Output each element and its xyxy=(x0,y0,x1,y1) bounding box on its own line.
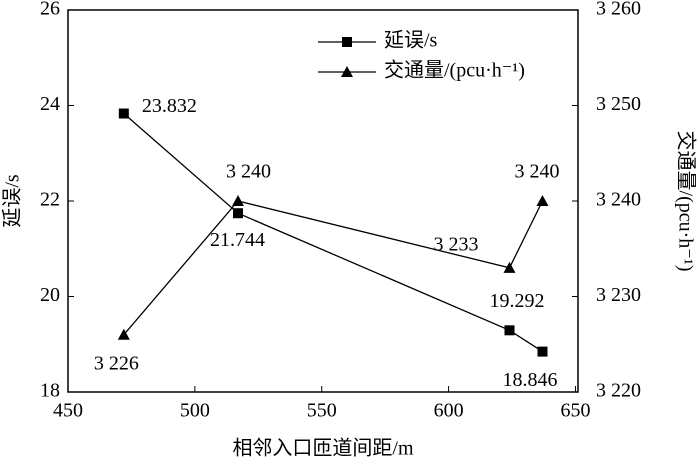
series-line xyxy=(123,200,544,336)
x-tick-label: 600 xyxy=(434,400,464,422)
marker xyxy=(118,108,129,119)
data-label: 3 233 xyxy=(433,233,478,255)
x-tick-label: 500 xyxy=(180,400,210,422)
x-tick-label: 550 xyxy=(307,400,337,422)
data-label: 3 240 xyxy=(514,161,559,183)
x-axis-title: 相邻入口匝道间距/m xyxy=(232,437,414,460)
legend-marker xyxy=(342,37,352,47)
data-label: 3 240 xyxy=(226,161,271,183)
legend-label: 交通量/(pcu·h⁻¹) xyxy=(384,59,525,82)
marker xyxy=(232,195,244,206)
marker xyxy=(117,328,130,340)
y2-tick-label: 3 240 xyxy=(596,189,641,211)
marker xyxy=(233,208,243,219)
x-tick-label: 450 xyxy=(53,400,83,422)
x-tick-label: 650 xyxy=(560,400,590,422)
series-line xyxy=(123,113,543,353)
data-label: 23.832 xyxy=(142,95,197,117)
data-label: 19.292 xyxy=(489,290,544,312)
marker xyxy=(536,195,549,206)
y2-tick-label: 3 220 xyxy=(596,380,641,402)
marker xyxy=(503,261,516,273)
y2-axis-title: 交通量/(pcu·h⁻¹) xyxy=(674,131,697,272)
y2-tick-label: 3 260 xyxy=(596,0,641,20)
y2-tick-label: 3 230 xyxy=(596,284,641,306)
y-tick-label: 24 xyxy=(40,93,60,115)
legend-label: 延误/s xyxy=(384,29,438,52)
marker xyxy=(504,325,515,336)
y-tick-label: 22 xyxy=(40,189,60,211)
data-label: 18.846 xyxy=(502,369,557,391)
y-axis-title: 延误/s xyxy=(1,174,24,228)
marker xyxy=(537,346,548,357)
y-tick-label: 26 xyxy=(40,0,60,20)
y2-tick-label: 3 250 xyxy=(596,93,641,115)
data-label: 21.744 xyxy=(210,229,265,251)
y-tick-label: 18 xyxy=(40,380,60,402)
data-label: 3 226 xyxy=(94,352,139,374)
y-tick-label: 20 xyxy=(40,284,60,306)
legend-marker xyxy=(341,66,353,77)
